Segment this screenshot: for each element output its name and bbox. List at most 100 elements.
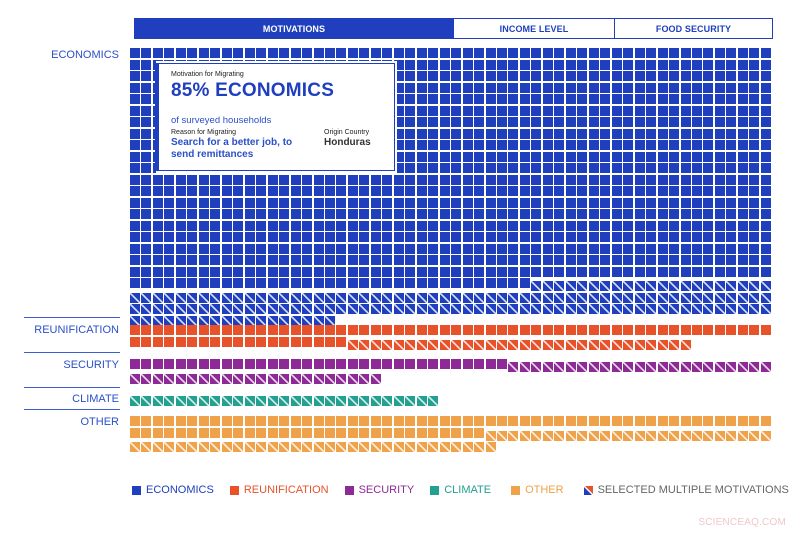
tile[interactable] xyxy=(451,278,462,288)
tile[interactable] xyxy=(187,359,198,369)
tile[interactable] xyxy=(279,359,290,369)
tile[interactable] xyxy=(726,59,737,70)
tile[interactable] xyxy=(657,151,668,162)
tile[interactable] xyxy=(474,416,485,426)
tile[interactable] xyxy=(416,71,427,81)
tile[interactable] xyxy=(439,48,450,58)
tile[interactable] xyxy=(680,220,691,231)
tile[interactable] xyxy=(646,209,657,219)
tile[interactable] xyxy=(233,255,244,265)
tile[interactable] xyxy=(382,243,393,254)
tile[interactable] xyxy=(577,416,588,426)
tile-multiple[interactable] xyxy=(702,290,715,304)
tile[interactable] xyxy=(221,48,232,58)
tile-multiple[interactable] xyxy=(358,301,370,315)
tile-multiple[interactable] xyxy=(198,439,210,453)
tile[interactable] xyxy=(439,140,450,150)
tile-multiple[interactable] xyxy=(358,290,370,304)
tile[interactable] xyxy=(485,255,496,265)
tile[interactable] xyxy=(542,59,553,70)
tile[interactable] xyxy=(267,220,278,231)
tile[interactable] xyxy=(393,174,404,185)
tile-multiple[interactable] xyxy=(588,290,600,304)
tile[interactable] xyxy=(141,359,152,369)
tile-multiple[interactable] xyxy=(393,301,405,315)
tile[interactable] xyxy=(508,128,519,139)
tile-multiple[interactable] xyxy=(714,278,726,292)
tile[interactable] xyxy=(714,117,725,127)
tile[interactable] xyxy=(233,197,244,208)
tile[interactable] xyxy=(405,174,416,185)
tile-multiple[interactable] xyxy=(725,428,737,442)
tile-multiple[interactable] xyxy=(416,301,428,315)
tile[interactable] xyxy=(600,59,611,70)
tile[interactable] xyxy=(680,186,691,196)
tile[interactable] xyxy=(428,128,439,139)
tile[interactable] xyxy=(130,94,140,104)
tile[interactable] xyxy=(588,94,599,104)
tile[interactable] xyxy=(256,336,267,347)
tile[interactable] xyxy=(577,128,588,139)
tile[interactable] xyxy=(221,325,232,335)
tile[interactable] xyxy=(760,416,771,426)
tile[interactable] xyxy=(554,151,565,162)
tile[interactable] xyxy=(405,243,416,254)
tile[interactable] xyxy=(760,163,771,173)
tile[interactable] xyxy=(588,243,599,254)
tile[interactable] xyxy=(141,197,152,208)
tile[interactable] xyxy=(428,59,439,70)
tile[interactable] xyxy=(405,48,416,58)
tile-multiple[interactable] xyxy=(347,337,359,351)
tile[interactable] xyxy=(336,266,347,277)
tile[interactable] xyxy=(691,94,702,104)
tile[interactable] xyxy=(542,232,553,242)
tile[interactable] xyxy=(233,278,244,288)
tile[interactable] xyxy=(657,220,668,231)
tile[interactable] xyxy=(703,71,714,81)
tile[interactable] xyxy=(336,278,347,288)
tile[interactable] xyxy=(485,209,496,219)
tile[interactable] xyxy=(714,82,725,93)
tile[interactable] xyxy=(508,105,519,116)
tile-multiple[interactable] xyxy=(737,301,749,315)
tile-multiple[interactable] xyxy=(416,290,428,304)
tile[interactable] xyxy=(554,82,565,93)
tile[interactable] xyxy=(600,105,611,116)
tile[interactable] xyxy=(519,140,530,150)
tile[interactable] xyxy=(703,186,714,196)
tile[interactable] xyxy=(439,94,450,104)
tile[interactable] xyxy=(451,163,462,173)
tile[interactable] xyxy=(565,105,576,116)
tile[interactable] xyxy=(244,255,255,265)
tile[interactable] xyxy=(175,255,186,265)
tile-multiple[interactable] xyxy=(186,439,198,453)
tile[interactable] xyxy=(634,209,645,219)
tile[interactable] xyxy=(244,186,255,196)
tile-multiple[interactable] xyxy=(462,337,474,351)
tile[interactable] xyxy=(497,174,507,185)
tile[interactable] xyxy=(737,174,748,185)
tile[interactable] xyxy=(336,336,347,347)
tile[interactable] xyxy=(233,266,244,277)
tile[interactable] xyxy=(554,71,565,81)
tile[interactable] xyxy=(244,220,255,231)
tile[interactable] xyxy=(600,232,611,242)
tile[interactable] xyxy=(370,186,381,196)
tile[interactable] xyxy=(439,255,450,265)
tile[interactable] xyxy=(324,336,335,347)
tile[interactable] xyxy=(130,416,140,426)
tile[interactable] xyxy=(474,325,485,335)
tile[interactable] xyxy=(416,220,427,231)
tile[interactable] xyxy=(474,243,485,254)
tile[interactable] xyxy=(451,105,462,116)
tile[interactable] xyxy=(531,220,542,231)
tile[interactable] xyxy=(221,427,232,438)
tile[interactable] xyxy=(565,174,576,185)
tile-multiple[interactable] xyxy=(278,313,290,327)
tile[interactable] xyxy=(324,325,335,335)
tile[interactable] xyxy=(542,128,553,139)
tile[interactable] xyxy=(726,48,737,58)
tile-multiple[interactable] xyxy=(255,371,267,385)
tile[interactable] xyxy=(565,151,576,162)
tile[interactable] xyxy=(416,117,427,127)
